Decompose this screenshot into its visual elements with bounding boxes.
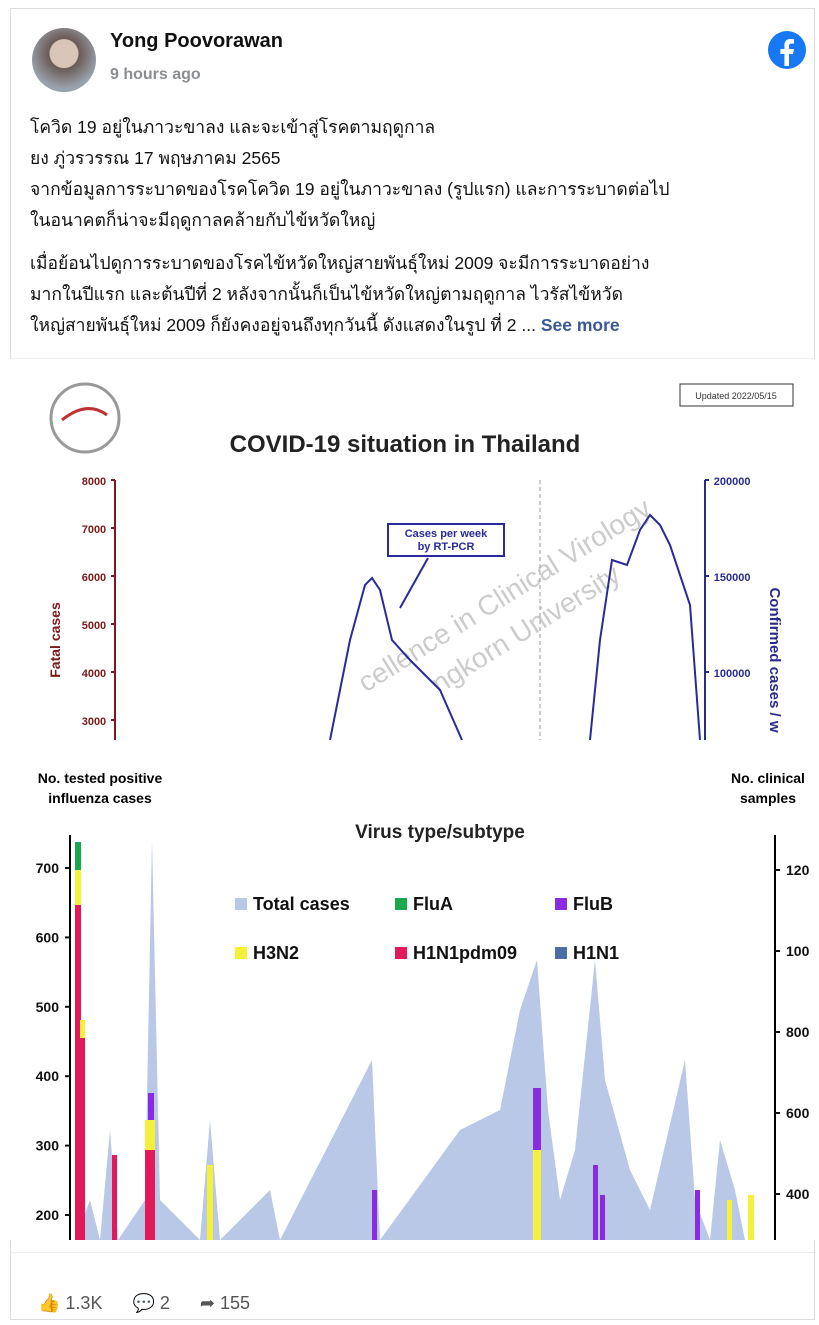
avatar[interactable] bbox=[32, 28, 96, 92]
post-line: มากในปีแรก และต้นปีที่ 2 หลังจากนั้นก็เป… bbox=[30, 284, 623, 304]
y-axis-title: Fatal cases bbox=[47, 602, 63, 678]
comment-count: 2 bbox=[159, 1293, 170, 1313]
tick-label: 400 bbox=[36, 1068, 60, 1084]
legend-label: FluB bbox=[573, 894, 613, 914]
tick-label: 700 bbox=[36, 860, 60, 876]
influenza-image: Virus type/subtype No. tested positive i… bbox=[10, 740, 815, 1240]
author-name[interactable]: Yong Poovorawan bbox=[110, 30, 283, 52]
chart-title: Virus type/subtype bbox=[355, 822, 525, 843]
tick-label: 100000 bbox=[714, 668, 751, 680]
like-count: 1.3K bbox=[65, 1293, 103, 1313]
tick-label: 4000 bbox=[82, 668, 106, 680]
likes[interactable]: 👍 1.3K bbox=[38, 1293, 103, 1313]
updated-label: Updated 2022/05/15 bbox=[695, 391, 777, 401]
tick-label: 600 bbox=[786, 1105, 810, 1121]
tick-label: 500 bbox=[36, 999, 60, 1015]
legend-label: H3N2 bbox=[253, 943, 299, 963]
y-axis-title: influenza cases bbox=[48, 790, 152, 806]
y-axis-title: No. tested positive bbox=[38, 770, 163, 786]
legend-label: H1N1 bbox=[573, 943, 619, 963]
post-line: โควิด 19 อยู่ในภาวะขาลง และจะเข้าสู่โรคต… bbox=[30, 117, 436, 137]
annotation: Cases per week bbox=[405, 528, 488, 540]
divider bbox=[10, 1252, 815, 1253]
tick-label: 300 bbox=[36, 1138, 60, 1154]
post-line: เมื่อย้อนไปดูการระบาดของโรคไข้หวัดใหญ่สา… bbox=[30, 253, 650, 273]
reactions-bar: 👍 1.3K 💬 2 ➦ 155 bbox=[38, 1293, 250, 1314]
post-line: ใหญ่สายพันธุ์ใหม่ 2009 ก็ยังคงอยู่จนถึงท… bbox=[30, 315, 536, 335]
post-line: ในอนาคตก็น่าจะมีฤดูกาลคล้ายกับไข้หวัดใหญ… bbox=[30, 210, 376, 230]
tick-label: 400 bbox=[786, 1186, 810, 1202]
tick-label: 800 bbox=[786, 1024, 810, 1040]
post-text: โควิด 19 อยู่ในภาวะขาลง และจะเข้าสู่โรคต… bbox=[30, 112, 810, 341]
legend-swatch bbox=[555, 898, 567, 910]
tick-label: 200000 bbox=[714, 476, 751, 488]
legend-swatch bbox=[235, 898, 247, 910]
facebook-icon bbox=[768, 31, 806, 69]
share-count: 155 bbox=[219, 1293, 251, 1313]
tick-label: 600 bbox=[36, 929, 60, 945]
tick-label: 8000 bbox=[82, 476, 106, 488]
tick-label: 5000 bbox=[82, 620, 106, 632]
annotation: by RT-PCR bbox=[418, 541, 475, 553]
legend-swatch bbox=[395, 898, 407, 910]
legend-label: FluA bbox=[413, 894, 453, 914]
tick-label: 3000 bbox=[82, 716, 106, 728]
post-line: ยง ภู่วรวรรณ 17 พฤษภาคม 2565 bbox=[30, 148, 281, 168]
y2-axis-title: Confirmed cases / w bbox=[766, 587, 783, 732]
legend-swatch bbox=[555, 947, 567, 959]
see-more[interactable]: See more bbox=[540, 315, 620, 335]
tick-label: 7000 bbox=[82, 524, 106, 536]
post-time[interactable]: 9 hours ago bbox=[110, 66, 201, 83]
chart-title: COVID-19 situation in Thailand bbox=[230, 431, 581, 458]
tick-label: 150000 bbox=[714, 572, 751, 584]
tick-label: 200 bbox=[36, 1207, 60, 1223]
tick-label: 120 bbox=[786, 862, 810, 878]
legend-label: Total cases bbox=[253, 894, 350, 914]
post-line: จากข้อมูลการระบาดของโรคโควิด 19 อยู่ในภา… bbox=[30, 179, 670, 199]
covid-image: Updated 2022/05/15 COVID-19 situation in… bbox=[10, 359, 815, 740]
comments[interactable]: 💬 2 bbox=[132, 1293, 170, 1313]
post-line-wrap: ใหญ่สายพันธุ์ใหม่ 2009 ก็ยังคงอยู่จนถึงท… bbox=[30, 310, 810, 341]
y2-axis-title: samples bbox=[740, 790, 796, 806]
legend-label: H1N1pdm09 bbox=[413, 943, 517, 963]
tick-label: 6000 bbox=[82, 572, 106, 584]
y2-axis-title: No. clinical bbox=[731, 770, 805, 786]
tick-label: 100 bbox=[786, 943, 810, 959]
legend-swatch bbox=[235, 947, 247, 959]
legend-swatch bbox=[395, 947, 407, 959]
shares[interactable]: ➦ 155 bbox=[199, 1293, 251, 1313]
